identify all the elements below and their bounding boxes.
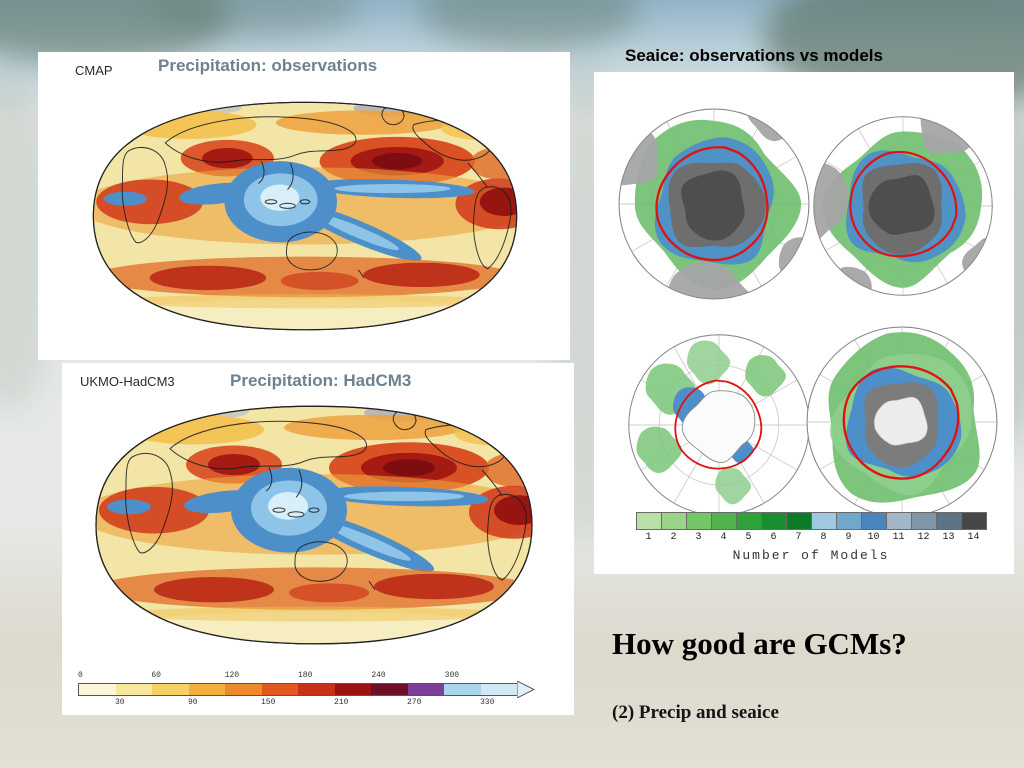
seaice-map-arctic-models (809, 112, 997, 300)
legend-value: 14 (967, 532, 980, 543)
legend-swatch (961, 512, 987, 530)
seaice-panel: 1 2 3 4 5 6 7 8 9 10 11 12 13 14 Number of Models (594, 72, 1014, 574)
precip-obs-source-label: CMAP (75, 63, 113, 78)
precip-obs-title: Precipitation: observations (158, 56, 378, 75)
precip-obs-map (72, 82, 538, 350)
legend-swatch (861, 512, 887, 530)
legend-swatch (786, 512, 812, 530)
legend-swatch (911, 512, 937, 530)
seaice-legend-label: Number of Models (732, 548, 890, 563)
legend-swatch (686, 512, 712, 530)
colorbar-segment (334, 684, 371, 695)
colorbar-arrow-icon (516, 680, 536, 699)
legend-cell: 4 (711, 512, 737, 543)
legend-value: 7 (795, 532, 802, 543)
legend-swatch (736, 512, 762, 530)
legend-swatch (636, 512, 662, 530)
legend-swatch (811, 512, 837, 530)
legend-swatch (836, 512, 862, 530)
precip-colorbar-segments (78, 683, 518, 696)
precip-colorbar-bottom-labels: 30 90 150 210 270 330 (115, 698, 555, 708)
legend-value: 10 (867, 532, 880, 543)
colorbar-segment (225, 684, 262, 695)
legend-value: 9 (845, 532, 852, 543)
legend-value: 8 (820, 532, 827, 543)
precip-obs-panel: CMAP Precipitation: observations (38, 52, 570, 360)
seaice-legend: 1 2 3 4 5 6 7 8 9 10 11 12 13 14 Number of Models (636, 512, 987, 563)
legend-cell: 14 (961, 512, 987, 543)
legend-cell: 1 (636, 512, 662, 543)
precip-model-title: Precipitation: HadCM3 (230, 371, 412, 390)
legend-value: 11 (892, 532, 905, 543)
colorbar-label: 90 (188, 698, 198, 707)
legend-value: 6 (770, 532, 777, 543)
legend-swatch (711, 512, 737, 530)
precip-model-panel: UKMO-HadCM3 Precipitation: HadCM3 0 60 120… (62, 363, 574, 715)
seaice-legend-cells: 1 2 3 4 5 6 7 8 9 10 11 12 13 14 (636, 512, 987, 543)
colorbar-label: 270 (407, 698, 422, 707)
legend-swatch (661, 512, 687, 530)
colorbar-label: 60 (151, 671, 161, 680)
seaice-title: Seaice: observations vs models (625, 46, 883, 65)
legend-value: 5 (745, 532, 752, 543)
legend-cell: 12 (911, 512, 937, 543)
legend-swatch (936, 512, 962, 530)
legend-cell: 8 (811, 512, 837, 543)
colorbar-segment (444, 684, 481, 695)
slide-subheading: (2) Precip and seaice (612, 702, 779, 723)
precip-colorbar: 0 60 120 180 240 300 30 90 150 210 270 330 (78, 671, 548, 708)
colorbar-label: 210 (334, 698, 349, 707)
colorbar-arrow-shape (516, 680, 536, 699)
legend-cell: 3 (686, 512, 712, 543)
legend-cell: 2 (661, 512, 687, 543)
colorbar-segment (152, 684, 189, 695)
legend-value: 2 (670, 532, 677, 543)
legend-value: 4 (720, 532, 727, 543)
precip-colorbar-top-labels: 0 60 120 180 240 300 (78, 671, 518, 681)
colorbar-label: 150 (261, 698, 276, 707)
colorbar-segment (261, 684, 298, 695)
legend-cell: 13 (936, 512, 962, 543)
colorbar-segment (371, 684, 408, 695)
legend-cell: 10 (861, 512, 887, 543)
colorbar-label: 180 (297, 671, 313, 680)
legend-swatch (886, 512, 912, 530)
colorbar-segment (79, 684, 116, 695)
legend-value: 12 (917, 532, 930, 543)
colorbar-segment (298, 684, 335, 695)
colorbar-label: 330 (480, 698, 495, 707)
colorbar-label: 0 (78, 671, 83, 680)
legend-value: 3 (695, 532, 702, 543)
seaice-map-antarctic-observations (624, 330, 814, 520)
seaice-map-antarctic-models (802, 322, 1002, 522)
colorbar-label: 300 (444, 671, 460, 680)
slide-heading: How good are GCMs? (612, 626, 907, 661)
colorbar-label: 120 (224, 671, 240, 680)
colorbar-label: 30 (115, 698, 125, 707)
seaice-map-arctic-observations (614, 104, 814, 304)
colorbar-segment (115, 684, 152, 695)
colorbar-segment (480, 684, 517, 695)
colorbar-segment (407, 684, 444, 695)
legend-cell: 9 (836, 512, 862, 543)
colorbar-segment (188, 684, 225, 695)
colorbar-label: 240 (371, 671, 386, 680)
legend-cell: 7 (786, 512, 812, 543)
precip-model-map (74, 385, 554, 665)
legend-cell: 5 (736, 512, 762, 543)
legend-cell: 11 (886, 512, 912, 543)
legend-value: 13 (942, 532, 955, 543)
legend-swatch (761, 512, 787, 530)
precip-model-source-label: UKMO-HadCM3 (80, 374, 175, 389)
legend-value: 1 (645, 532, 652, 543)
legend-cell: 6 (761, 512, 787, 543)
